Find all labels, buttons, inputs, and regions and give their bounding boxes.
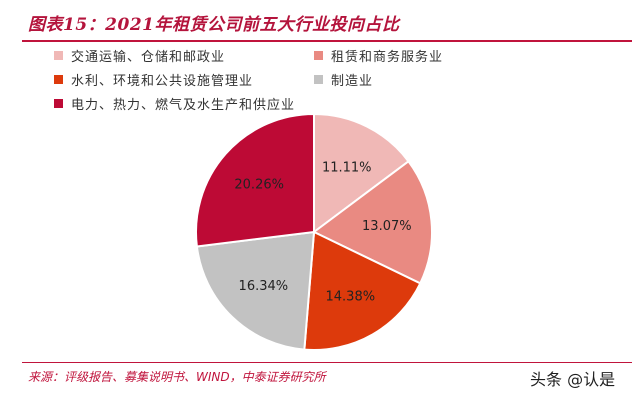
pie-slice [195,230,316,351]
footer-divider [22,362,632,363]
legend-label: 交通运输、仓储和邮政业 [71,49,226,65]
legend-label: 水利、环境和公共设施管理业 [71,73,254,89]
legend-swatch [54,98,63,108]
legend-item: 租赁和商务服务业 [314,44,443,66]
chart-title: 图表15：2021年租赁公司前五大行业投向占比 [28,15,400,35]
legend-item: 水利、环境和公共设施管理业 [54,68,253,90]
pie-slice [303,230,422,351]
legend-item: 电力、热力、燃气及水生产和供应业 [54,92,295,114]
title-bar: 图表15：2021年租赁公司前五大行业投向占比 [0,4,640,38]
legend-label: 电力、热力、燃气及水生产和供应业 [71,97,296,113]
watermark-text: 头条 @认是 [530,370,616,389]
slice-label: 14.38% [326,290,376,305]
slice-label: 11.11% [322,161,372,176]
legend-swatch [314,74,323,84]
pie-slice [195,112,315,248]
slice-label: 13.07% [362,219,412,234]
legend-item: 制造业 [314,68,373,90]
legend-item: 交通运输、仓储和邮政业 [54,44,225,66]
pie-slice [312,159,433,285]
legend-label: 租赁和商务服务业 [331,49,444,65]
legend-swatch [314,50,323,60]
legend-swatch [54,50,63,60]
legend-label: 制造业 [331,73,374,89]
pie-slice [313,112,410,234]
chart-legend: 交通运输、仓储和邮政业 租赁和商务服务业水利、环境和公共设施管理业 制造业电力、热力… [54,44,554,114]
title-divider [22,40,632,42]
source-note: 来源：评级报告、募集说明书、WIND，中泰证券研究所 [28,370,326,384]
slice-label: 20.26% [234,178,284,193]
legend-swatch [54,74,63,84]
slice-label: 16.34% [239,279,289,294]
